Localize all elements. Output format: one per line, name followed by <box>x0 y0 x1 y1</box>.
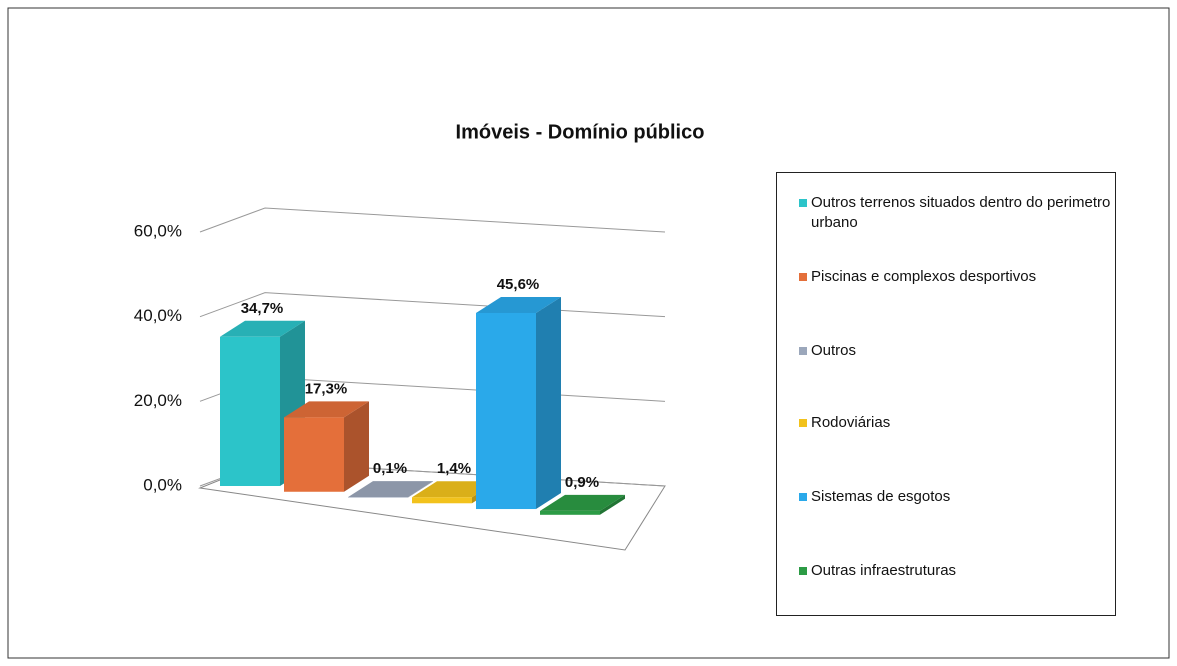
legend-swatch <box>799 273 807 281</box>
legend-entry: Outros <box>799 341 1111 361</box>
bar-top <box>348 481 433 498</box>
legend-label: Outros terrenos situados dentro do perim… <box>811 194 1111 231</box>
bar-top <box>476 296 561 313</box>
bar <box>540 494 625 515</box>
bar-top <box>220 320 305 337</box>
bar-front <box>540 510 600 515</box>
bar-top <box>540 494 625 511</box>
legend-swatch <box>799 493 807 501</box>
bar <box>284 401 369 492</box>
bar <box>348 481 433 498</box>
legend-label: Outras infraestruturas <box>811 562 957 579</box>
legend-label: Piscinas e complexos desportivos <box>811 268 1037 285</box>
y-tick-label: 60,0% <box>134 221 182 240</box>
bar-top <box>284 401 369 418</box>
chart-frame <box>7 7 1170 659</box>
legend: Outros terrenos situados dentro do perim… <box>776 172 1116 616</box>
bar-side <box>600 494 625 515</box>
data-label: 45,6% <box>497 276 540 293</box>
bar-front <box>412 497 472 504</box>
bar <box>476 296 561 510</box>
grid-line <box>199 207 666 233</box>
data-label: 17,3% <box>305 380 348 397</box>
legend-entry: Rodoviárias <box>799 413 1111 433</box>
y-tick-label: 20,0% <box>134 391 182 410</box>
legend-swatch <box>799 567 807 575</box>
data-label: 1,4% <box>437 460 471 477</box>
y-tick-label: 40,0% <box>134 306 182 325</box>
bar-front <box>476 312 536 510</box>
bar-side <box>536 296 561 510</box>
data-label: 0,9% <box>565 474 599 491</box>
data-label: 0,1% <box>373 460 407 477</box>
legend-entry: Piscinas e complexos desportivos <box>799 267 1111 287</box>
legend-label: Outros <box>811 342 857 359</box>
bar-top <box>412 481 497 498</box>
legend-swatch <box>799 419 807 427</box>
legend-label: Sistemas de esgotos <box>811 488 951 505</box>
y-tick-label: 0,0% <box>143 475 182 494</box>
data-label: 34,7% <box>241 300 284 317</box>
legend-swatch <box>799 199 807 207</box>
chart-title: Imóveis - Domínio público <box>456 121 705 143</box>
bar-side <box>408 481 433 498</box>
legend-label: Rodoviárias <box>811 414 891 431</box>
bar-side <box>344 401 369 492</box>
bar-front <box>284 417 344 492</box>
legend-entry: Outras infraestruturas <box>799 561 1111 581</box>
legend-entry: Sistemas de esgotos <box>799 487 1111 507</box>
bar-front <box>220 336 280 486</box>
legend-swatch <box>799 347 807 355</box>
bar-front <box>348 497 408 498</box>
legend-entry: Outros terrenos situados dentro do perim… <box>799 193 1111 233</box>
